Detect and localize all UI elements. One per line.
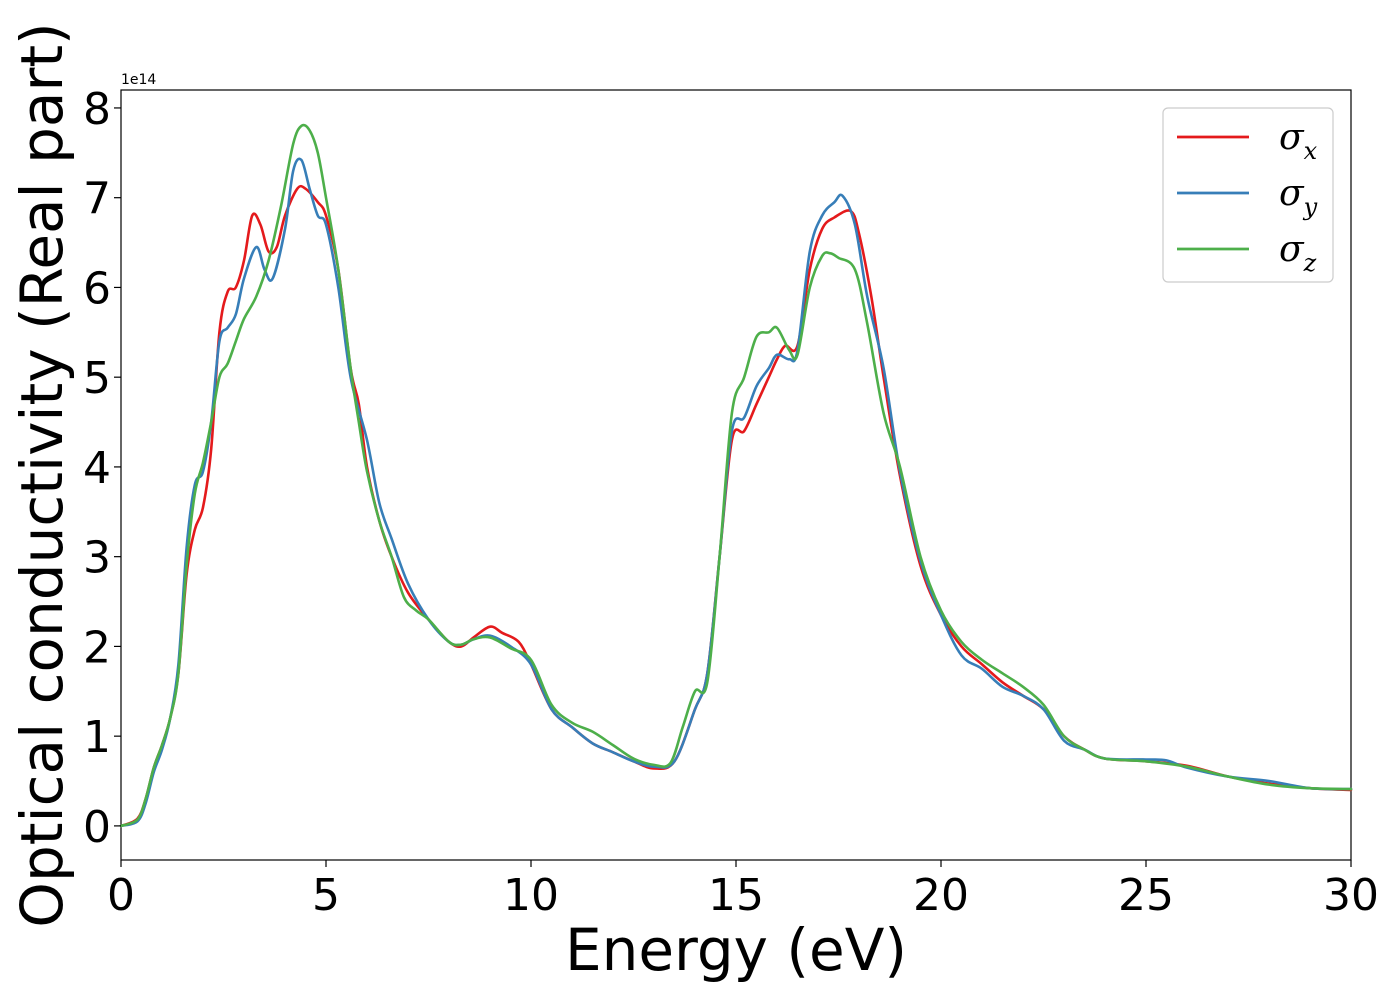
y-axis-label: Optical conductivity (Real part): [8, 22, 76, 927]
x-tick-label: 20: [913, 870, 969, 921]
x-tick-label: 10: [503, 870, 559, 921]
x-tick-label: 25: [1118, 870, 1174, 921]
legend-subscript: x: [1304, 137, 1318, 165]
y-tick-label: 4: [83, 443, 111, 494]
y-tick-label: 0: [83, 802, 111, 853]
y-tick-label: 6: [83, 263, 111, 314]
x-axis-label: Energy (eV): [565, 916, 907, 984]
y-axis-offset-text: 1e14: [121, 72, 156, 88]
y-tick-label: 8: [83, 84, 111, 135]
y-tick-label: 5: [83, 353, 111, 404]
x-axis-ticks: 0 5 10 15 20 25 30: [107, 860, 1379, 921]
x-tick-label: 15: [708, 870, 764, 921]
y-tick-label: 3: [83, 533, 111, 584]
x-tick-label: 30: [1323, 870, 1379, 921]
legend-label-x: σx: [1279, 117, 1318, 165]
y-tick-label: 1: [83, 712, 111, 763]
y-tick-label: 2: [83, 622, 111, 673]
y-tick-label: 7: [83, 174, 111, 225]
legend-subscript: z: [1303, 249, 1317, 277]
series-line-y: [119, 157, 1353, 828]
x-tick-label: 0: [107, 870, 135, 921]
x-tick-label: 5: [312, 870, 340, 921]
legend-subscript: y: [1303, 193, 1318, 221]
legend-box: [1162, 107, 1334, 283]
y-axis-ticks: 0 1 2 3 4 5 6 7 8: [83, 84, 121, 853]
series-line-z: [119, 123, 1353, 828]
series-layer: [119, 123, 1353, 828]
